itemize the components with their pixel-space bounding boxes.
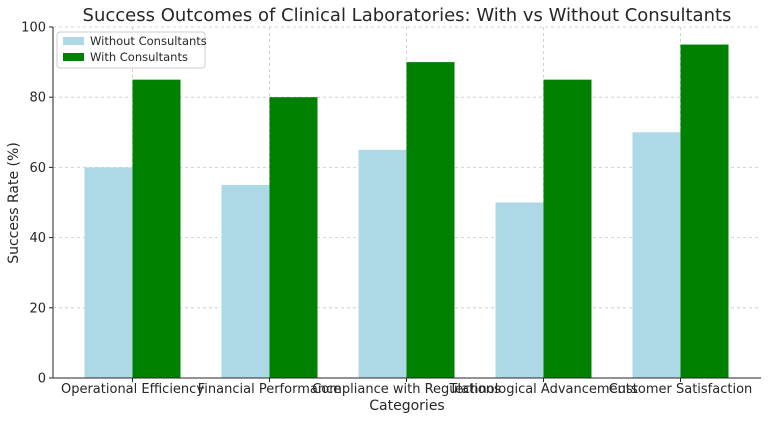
x-tick-label: Compliance with Regulations (312, 382, 501, 397)
y-tick-label: 80 (29, 91, 46, 106)
bar-layer (84, 44, 729, 379)
legend: Without Consultants With Consultants (56, 31, 207, 69)
x-tick-label: Operational Efficiency (61, 382, 204, 397)
y-tick-label: 40 (29, 231, 46, 246)
bar-without-1 (221, 184, 270, 378)
bar-with-0 (132, 79, 181, 379)
axis-layer: 0 20 40 60 80 100 Operational EfficiencyFinanc… (21, 21, 761, 397)
bar-without-4 (632, 132, 681, 378)
x-tick-label: Customer Satisfaction (609, 382, 753, 397)
legend-swatch-with (63, 53, 84, 61)
legend-label-with: With Consultants (90, 50, 188, 64)
chart-title: Success Outcomes of Clinical Laboratorie… (83, 5, 732, 26)
y-tick-label: 100 (21, 21, 46, 36)
bar-without-3 (495, 202, 544, 378)
y-tick-label: 20 (29, 301, 46, 316)
bar-without-0 (84, 167, 133, 378)
bar-with-2 (406, 62, 455, 378)
x-tick-label: Financial Performance (198, 382, 341, 397)
bar-with-4 (680, 44, 729, 379)
y-tick-label: 60 (29, 161, 46, 176)
bar-with-1 (269, 97, 318, 378)
y-axis-label: Success Rate (%) (6, 142, 22, 264)
legend-label-without: Without Consultants (90, 34, 207, 48)
y-tick-label: 0 (38, 372, 46, 387)
legend-swatch-without (63, 37, 84, 45)
x-tick-label: Technological Advancements (448, 382, 638, 397)
bar-without-2 (358, 149, 407, 378)
x-axis-label: Categories (369, 398, 444, 414)
legend-frame (56, 31, 206, 69)
bar-with-3 (543, 79, 592, 379)
